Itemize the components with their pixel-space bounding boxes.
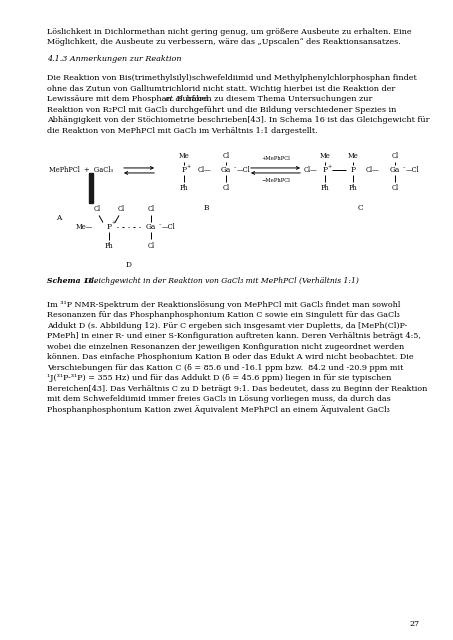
Text: PMePh] in einer R- und einer S-Konfiguration auftreten kann. Deren Verhältnis be: PMePh] in einer R- und einer S-Konfigura… bbox=[47, 332, 421, 340]
Text: mit dem Schwefeldiimid immer freies GaCl₃ in Lösung vorliegen muss, da durch das: mit dem Schwefeldiimid immer freies GaCl… bbox=[47, 395, 391, 403]
Text: die Reaktion von MePhPCl mit GaCl₃ im Verhältnis 1:1 dargestellt.: die Reaktion von MePhPCl mit GaCl₃ im Ve… bbox=[47, 127, 318, 134]
Text: +: + bbox=[187, 164, 191, 169]
Text: Bereichen[43]. Das Verhältnis C zu D beträgt 9:1. Das bedeutet, dass zu Beginn d: Bereichen[43]. Das Verhältnis C zu D bet… bbox=[47, 385, 427, 392]
Text: Die Reaktion von Bis(trimethylsilyl)schwefeldiimid und Methylphenylchlorphosphan: Die Reaktion von Bis(trimethylsilyl)schw… bbox=[47, 74, 417, 82]
Text: Phosphanphosphonium Kation zwei Äquivalent MePhPCl an einem Äquivalent GaCl₃: Phosphanphosphonium Kation zwei Äquivale… bbox=[47, 406, 390, 415]
Text: P: P bbox=[106, 223, 111, 232]
Text: +MePhPCl: +MePhPCl bbox=[261, 156, 290, 161]
Text: Ph: Ph bbox=[180, 184, 188, 193]
Text: Me—: Me— bbox=[75, 223, 93, 232]
Text: Ph: Ph bbox=[349, 184, 357, 193]
Text: Cl—: Cl— bbox=[304, 166, 318, 175]
Text: +: + bbox=[112, 220, 116, 225]
Text: 27: 27 bbox=[410, 620, 420, 628]
Text: Ph: Ph bbox=[105, 243, 113, 250]
Text: Cl: Cl bbox=[222, 184, 230, 193]
Text: —Cl: —Cl bbox=[237, 166, 251, 175]
Text: Addukt D (s. Abbildung 12). Für C ergeben sich insgesamt vier Dupletts, da [MePh: Addukt D (s. Abbildung 12). Für C ergebe… bbox=[47, 321, 407, 330]
Text: Cl—: Cl— bbox=[197, 166, 211, 175]
Text: MePhPCl  +  GaCl₃: MePhPCl + GaCl₃ bbox=[49, 166, 113, 175]
Text: Cl: Cl bbox=[117, 205, 125, 214]
Text: +: + bbox=[328, 164, 332, 169]
Text: Cl: Cl bbox=[222, 152, 230, 161]
Text: Me: Me bbox=[347, 152, 358, 161]
Text: wobei die einzelnen Resonanzen der jeweiligen Konfiguration nicht zugeordnet wer: wobei die einzelnen Resonanzen der jewei… bbox=[47, 342, 404, 351]
Text: Cl: Cl bbox=[93, 205, 101, 214]
Text: et al.: et al. bbox=[164, 95, 185, 103]
Text: Verschiebungen für das Kation C (δ = 85.6 und -16.1 ppm bzw.  84.2 und -20.9 ppm: Verschiebungen für das Kation C (δ = 85.… bbox=[47, 364, 403, 372]
Text: –: – bbox=[234, 165, 236, 170]
Text: Me: Me bbox=[320, 152, 330, 161]
Text: Möglichkeit, die Ausbeute zu verbessern, wäre das „Upscalen“ des Reaktionsansatz: Möglichkeit, die Ausbeute zu verbessern,… bbox=[47, 38, 401, 47]
Text: Cl—: Cl— bbox=[366, 166, 380, 175]
Bar bbox=[89, 173, 93, 204]
Text: haben zu diesem Thema Untersuchungen zur: haben zu diesem Thema Untersuchungen zur bbox=[184, 95, 372, 103]
Text: Ph: Ph bbox=[321, 184, 329, 193]
Text: −MePhPCl: −MePhPCl bbox=[261, 178, 290, 183]
Text: Schema 16.: Schema 16. bbox=[47, 278, 96, 285]
Text: Ga: Ga bbox=[146, 223, 156, 232]
Text: Me: Me bbox=[178, 152, 189, 161]
Text: Abhängigkeit von der Stöchiometrie beschrieben[43]. In Schema 16 ist das Gleichg: Abhängigkeit von der Stöchiometrie besch… bbox=[47, 116, 429, 124]
Text: Resonanzen für das Phosphanphosphonium Kation C sowie ein Singulett für das GaCl: Resonanzen für das Phosphanphosphonium K… bbox=[47, 311, 400, 319]
Text: Cl: Cl bbox=[391, 184, 399, 193]
Text: können. Das einfache Phosphonium Kation B oder das Edukt A wird nicht beobachtet: können. Das einfache Phosphonium Kation … bbox=[47, 353, 414, 361]
Text: P: P bbox=[182, 166, 187, 175]
Text: B: B bbox=[203, 204, 209, 212]
Text: A: A bbox=[56, 214, 62, 223]
Text: Cl: Cl bbox=[147, 243, 154, 250]
Text: Ga: Ga bbox=[390, 166, 400, 175]
Text: Cl: Cl bbox=[147, 205, 154, 214]
Text: Reaktion von R₂PCl mit GaCl₃ durchgeführt und die Bildung verschiedener Spezies : Reaktion von R₂PCl mit GaCl₃ durchgeführ… bbox=[47, 106, 396, 114]
Text: ohne das Zutun von Galliumtrichlorid nicht statt. Wichtig hierbei ist die Reakti: ohne das Zutun von Galliumtrichlorid nic… bbox=[47, 84, 395, 93]
Text: 4.1.3 Anmerkungen zur Reaktion: 4.1.3 Anmerkungen zur Reaktion bbox=[47, 55, 182, 63]
Text: –: – bbox=[403, 165, 405, 170]
Text: —Cl: —Cl bbox=[406, 166, 420, 175]
Text: Im ³¹P NMR-Spektrum der Reaktionslösung von MePhPCl mit GaCl₃ findet man sowohl: Im ³¹P NMR-Spektrum der Reaktionslösung … bbox=[47, 301, 400, 308]
Text: Lewissäure mit dem Phosphan. Burford: Lewissäure mit dem Phosphan. Burford bbox=[47, 95, 211, 103]
Text: —Cl: —Cl bbox=[162, 223, 176, 232]
Text: D: D bbox=[126, 262, 132, 269]
Text: P: P bbox=[351, 166, 356, 175]
Text: Löslichkeit in Dichlormethan nicht gering genug, um größere Ausbeute zu erhalten: Löslichkeit in Dichlormethan nicht gerin… bbox=[47, 28, 412, 36]
Text: C: C bbox=[357, 204, 363, 212]
Text: Gleichgewicht in der Reaktion von GaCl₃ mit MePhPCl (Verhältnis 1:1): Gleichgewicht in der Reaktion von GaCl₃ … bbox=[83, 278, 359, 285]
Text: –: – bbox=[159, 222, 161, 227]
Text: Ga: Ga bbox=[221, 166, 231, 175]
Text: P: P bbox=[323, 166, 328, 175]
Text: ¹J(³¹P-³¹P) = 355 Hz) und für das Addukt D (δ = 45.6 ppm) liegen in für sie typi: ¹J(³¹P-³¹P) = 355 Hz) und für das Addukt… bbox=[47, 374, 391, 382]
Text: Cl: Cl bbox=[391, 152, 399, 161]
